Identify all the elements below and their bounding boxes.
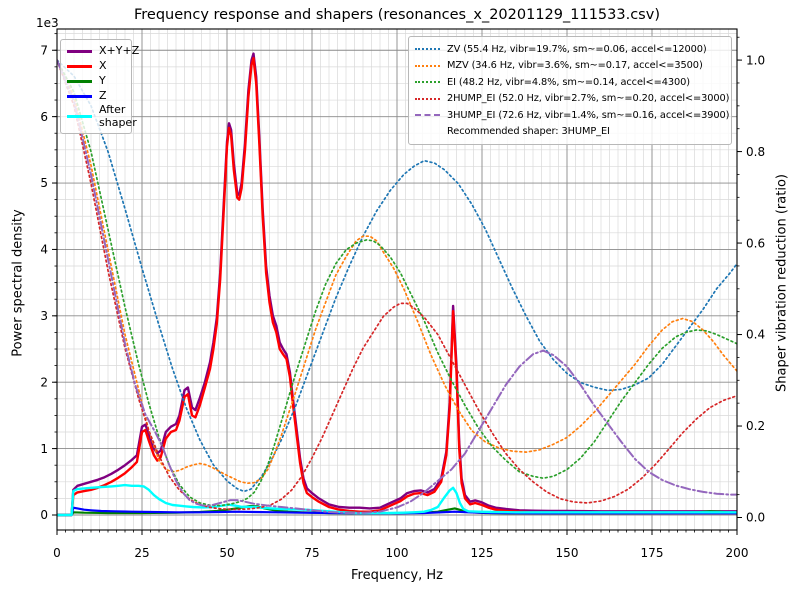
tick-label: 200: [726, 546, 749, 560]
tick-label: 150: [556, 546, 579, 560]
y-axis-offset-label: 1e3: [36, 16, 59, 30]
series-mzv: [57, 59, 737, 485]
legend-item-label: X: [99, 59, 107, 73]
legend-item: ZV (55.4 Hz, vibr=19.7%, sm~=0.06, accel…: [415, 41, 725, 58]
y-axis-left-label: Power spectral density: [10, 209, 26, 357]
tick-label: 4: [40, 243, 48, 257]
legend-item: 3HUMP_EI (72.6 Hz, vibr=1.4%, sm~=0.16, …: [415, 107, 730, 124]
series-3hump-ei: [57, 59, 737, 514]
legend-line-sample: [415, 114, 440, 117]
tick-label: 25: [134, 546, 149, 560]
legend-item: After shaper: [67, 103, 137, 129]
legend-note-row: Recommended shaper: 3HUMP_EI: [415, 124, 725, 141]
legend-item: MZV (34.6 Hz, vibr=3.6%, sm~=0.17, accel…: [415, 58, 725, 75]
legend-note: Recommended shaper: 3HUMP_EI: [447, 126, 610, 138]
tick-label: 0.8: [746, 145, 765, 159]
legend-line-sample: [415, 81, 440, 84]
legend-item: X: [67, 59, 125, 74]
tick-label: 0: [53, 546, 61, 560]
tick-label: 0.4: [746, 328, 765, 342]
legend-line-sample: [67, 95, 92, 98]
tick-label: 125: [471, 546, 494, 560]
legend-item-label: Z: [99, 89, 107, 103]
series-zv: [57, 59, 737, 493]
legend-line-sample: [67, 115, 92, 119]
tick-label: 0: [40, 508, 48, 522]
tick-label: 6: [40, 110, 48, 124]
series-x: [57, 57, 737, 517]
legend-item: X+Y+Z: [67, 44, 139, 59]
legend-item-label: ZV (55.4 Hz, vibr=19.7%, sm~=0.06, accel…: [447, 43, 707, 55]
legend-item: EI (48.2 Hz, vibr=4.8%, sm~=0.14, accel<…: [415, 74, 725, 91]
legend-psd: X+Y+Z X Y Z After shaper: [60, 39, 139, 135]
legend-line-sample: [67, 50, 92, 53]
tick-label: 75: [304, 546, 319, 560]
legend-item-label: 2HUMP_EI (52.0 Hz, vibr=2.7%, sm~=0.20, …: [447, 93, 730, 105]
legend-item: 2HUMP_EI (52.0 Hz, vibr=2.7%, sm~=0.20, …: [415, 91, 730, 108]
x-axis-label: Frequency, Hz: [350, 568, 444, 583]
chart-series: [57, 52, 737, 517]
legend-item-label: MZV (34.6 Hz, vibr=3.6%, sm~=0.17, accel…: [447, 60, 703, 72]
axis-ticks: 0 25 50 75 100 125 150 175 200 0 1 2 3 4 5 6 7 0.0 0.2 0.4 0…: [40, 33, 765, 560]
tick-label: 100: [386, 546, 409, 560]
tick-label: 0.2: [746, 419, 765, 433]
series-after-shaper: [57, 483, 737, 517]
legend-item-label: Y: [99, 74, 106, 88]
chart-title: Frequency response and shapers (resonanc…: [134, 7, 660, 23]
tick-label: 5: [40, 176, 48, 190]
legend-item-label: X+Y+Z: [99, 44, 140, 58]
tick-label: 50: [219, 546, 234, 560]
legend-line-sample: [67, 65, 92, 68]
y-axis-right-label: Shaper vibration reduction (ratio): [774, 174, 790, 392]
legend-item-label: After shaper: [99, 103, 137, 129]
tick-label: 2: [40, 375, 48, 389]
legend-line-sample: [67, 80, 92, 83]
legend-item-label: EI (48.2 Hz, vibr=4.8%, sm~=0.14, accel<…: [447, 76, 690, 88]
legend-shapers: ZV (55.4 Hz, vibr=19.7%, sm~=0.06, accel…: [408, 36, 732, 145]
tick-label: 0.0: [746, 511, 765, 525]
series-ei: [57, 59, 737, 507]
tick-label: 0.6: [746, 236, 765, 250]
legend-item: Z: [67, 89, 125, 104]
tick-label: 3: [40, 309, 48, 323]
legend-line-sample: [415, 48, 440, 51]
tick-label: 1.0: [746, 53, 765, 67]
legend-item-label: 3HUMP_EI (72.6 Hz, vibr=1.4%, sm~=0.16, …: [447, 109, 730, 121]
legend-line-sample: [415, 64, 440, 67]
tick-label: 1: [40, 442, 48, 456]
legend-item: Y: [67, 74, 125, 89]
tick-label: 175: [641, 546, 664, 560]
tick-label: 7: [40, 43, 48, 57]
legend-line-sample: [415, 97, 440, 100]
